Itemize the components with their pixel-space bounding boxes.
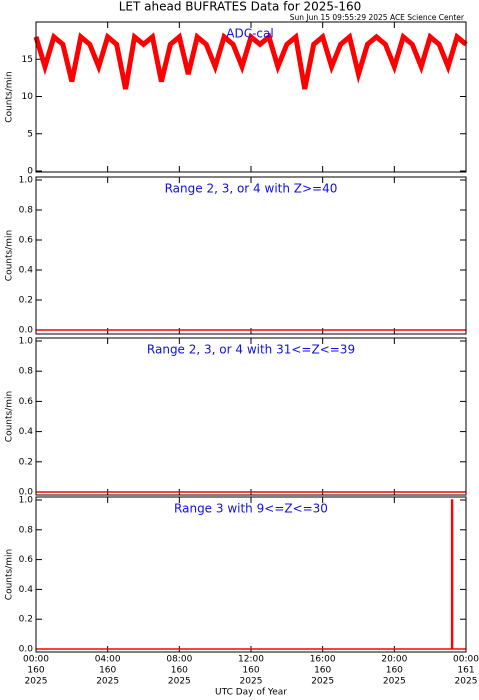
plot-frame	[35, 496, 467, 653]
x-tick-label: 00:00	[23, 655, 49, 665]
x-tick-label: 2025	[25, 677, 48, 687]
y-tick-label: 0.2	[19, 296, 33, 306]
timestamp: Sun Jun 15 09:55:29 2025 ACE Science Cen…	[290, 13, 465, 22]
y-tick-label: 0.4	[19, 427, 34, 437]
y-tick-label: 0.4	[19, 266, 34, 276]
y-tick-label: 0.0	[19, 645, 34, 655]
x-tick-label: 160	[386, 666, 403, 676]
y-axis-label: Counts/min	[5, 391, 15, 442]
y-tick-label: 0.4	[19, 585, 34, 595]
x-tick-label: 2025	[168, 677, 191, 687]
y-axis-label: Counts/min	[5, 230, 15, 281]
data-line	[33, 32, 468, 90]
y-tick-label: 0.6	[19, 397, 34, 407]
x-tick-label: 2025	[383, 677, 406, 687]
y-tick-label: 0.0	[19, 326, 34, 336]
y-tick-label: 5	[27, 129, 33, 139]
y-tick-label: 0.8	[19, 367, 34, 377]
x-tick-label: 12:00	[238, 655, 264, 665]
x-tick-label: 16:00	[310, 655, 336, 665]
plot-frame	[35, 21, 467, 173]
x-tick-label: 2025	[455, 677, 478, 687]
x-tick-label: 08:00	[166, 655, 192, 665]
data-line	[36, 499, 466, 650]
y-axis-label: Counts/min	[5, 549, 15, 600]
y-tick-label: 0.2	[19, 457, 33, 467]
y-tick-label: 1.0	[19, 176, 34, 186]
y-tick-label: 0.6	[19, 555, 34, 565]
x-tick-label: 160	[171, 666, 188, 676]
x-tick-label: 2025	[240, 677, 263, 687]
x-tick-label: 160	[242, 666, 259, 676]
panel-annotation: ADC-cal	[226, 27, 273, 41]
y-tick-label: 1.0	[19, 496, 34, 506]
panel-annotation: Range 2, 3, or 4 with Z>=40	[165, 182, 338, 196]
plot-frame	[35, 176, 467, 335]
x-tick-label: 160	[27, 666, 44, 676]
x-tick-label: 04:00	[95, 655, 121, 665]
chart-title: LET ahead BUFRATES Data for 2025-160	[119, 0, 361, 14]
y-tick-label: 0	[27, 167, 33, 177]
y-tick-label: 15	[22, 55, 33, 65]
panel-annotation: Range 2, 3, or 4 with 31<=Z<=39	[147, 343, 355, 357]
plot-frame	[35, 337, 467, 496]
y-tick-label: 0.8	[19, 206, 34, 216]
y-tick-label: 0.8	[19, 525, 34, 535]
x-tick-label: 2025	[311, 677, 334, 687]
x-tick-label: 20:00	[381, 655, 407, 665]
y-tick-label: 0.2	[19, 615, 33, 625]
y-tick-label: 0.0	[19, 488, 34, 498]
y-tick-label: 0.6	[19, 236, 34, 246]
x-tick-label: 2025	[96, 677, 119, 687]
x-tick-label: 161	[457, 666, 474, 676]
x-tick-label: 160	[314, 666, 331, 676]
x-tick-label: 160	[99, 666, 116, 676]
x-axis-label: UTC Day of Year	[215, 688, 287, 698]
y-tick-label: 10	[22, 92, 34, 102]
panel-annotation: Range 3 with 9<=Z<=30	[174, 502, 328, 516]
y-axis-label: Counts/min	[5, 71, 15, 122]
x-tick-label: 00:00	[453, 655, 479, 665]
y-tick-label: 1.0	[19, 337, 34, 347]
